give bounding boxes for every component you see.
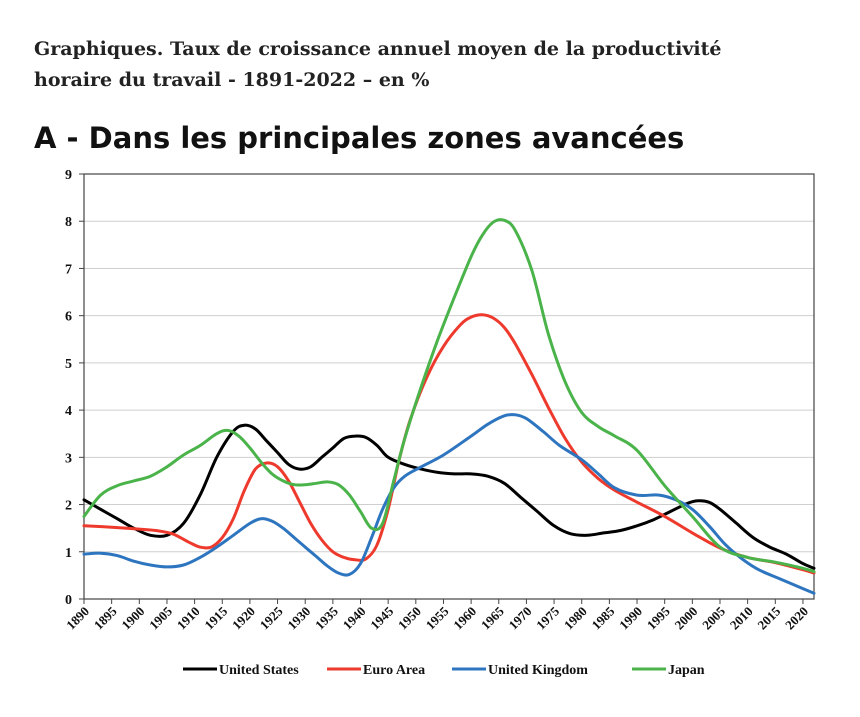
y-tick-label: 5 xyxy=(65,357,72,372)
legend-item-united-states: United States xyxy=(183,663,299,678)
x-tick-label: 1985 xyxy=(589,603,618,632)
x-tick-label: 1910 xyxy=(174,604,203,633)
x-tick-label: 2005 xyxy=(699,603,728,632)
x-tick-label: 1915 xyxy=(201,603,230,632)
x-tick-label: 1970 xyxy=(506,604,535,633)
legend-label: United States xyxy=(219,663,299,678)
x-tick-label: 1965 xyxy=(478,603,507,632)
legend-item-united-kingdom: United Kingdom xyxy=(452,663,588,678)
x-tick-label: 2015 xyxy=(754,603,783,632)
y-tick-label: 7 xyxy=(65,262,72,277)
legend: United States Euro Area United Kingdom Japa… xyxy=(183,663,705,678)
x-tick-label: 1930 xyxy=(284,604,313,633)
x-tick-label: 1895 xyxy=(91,603,120,632)
page-title-line1: Graphiques. Taux de croissance annuel mo… xyxy=(34,38,722,60)
x-axis-ticks: 1890189519001905191019151920192519301935… xyxy=(63,599,811,633)
x-tick-label: 1905 xyxy=(146,603,175,632)
series-line-euro-area xyxy=(82,313,816,575)
series-line-united-kingdom xyxy=(82,413,816,595)
x-tick-label: 1975 xyxy=(533,603,562,632)
x-tick-label: 2010 xyxy=(727,604,756,633)
x-tick-label: 1995 xyxy=(644,603,673,632)
x-tick-label: 1955 xyxy=(423,603,452,632)
y-tick-label: 3 xyxy=(65,451,72,466)
x-tick-label: 1935 xyxy=(312,603,341,632)
x-tick-label: 1990 xyxy=(616,604,645,633)
x-tick-label: 1980 xyxy=(561,604,590,633)
series-line-japan xyxy=(82,218,816,574)
y-tick-label: 9 xyxy=(65,168,72,183)
x-tick-label: 1900 xyxy=(118,604,147,633)
legend-item-japan: Japan xyxy=(632,663,705,678)
plot-area-frame xyxy=(83,173,815,600)
grid-lines xyxy=(84,220,814,553)
x-tick-label: 1920 xyxy=(229,604,258,633)
legend-item-euro-area: Euro Area xyxy=(327,663,425,678)
y-tick-label: 6 xyxy=(65,310,72,325)
y-tick-label: 1 xyxy=(65,546,72,561)
x-tick-label: 1960 xyxy=(450,604,479,633)
x-tick-label: 1940 xyxy=(340,604,369,633)
x-tick-label: 1950 xyxy=(395,604,424,633)
legend-label: United Kingdom xyxy=(488,663,588,678)
x-tick-label: 1925 xyxy=(257,603,286,632)
chart-title: A - Dans les principales zones avancées xyxy=(34,121,684,155)
x-tick-label: 2020 xyxy=(782,604,811,633)
y-axis-ticks: 0 1 2 3 4 5 6 7 8 9 xyxy=(65,168,84,608)
y-tick-label: 0 xyxy=(65,593,72,608)
x-tick-label: 1945 xyxy=(367,603,396,632)
page-title: Graphiques. Taux de croissance annuel mo… xyxy=(34,34,834,96)
series-line-united-states xyxy=(82,423,816,570)
x-tick-label: 2000 xyxy=(671,604,700,633)
y-tick-label: 8 xyxy=(65,215,72,230)
y-tick-label: 2 xyxy=(65,499,72,514)
page-title-line2: horaire du travail - 1891-2022 – en % xyxy=(34,69,430,91)
legend-label: Japan xyxy=(668,663,705,678)
legend-label: Euro Area xyxy=(363,663,425,678)
y-tick-label: 4 xyxy=(65,404,72,419)
line-chart: A - Dans les principales zones avancées … xyxy=(34,121,816,678)
series-lines xyxy=(82,218,816,595)
